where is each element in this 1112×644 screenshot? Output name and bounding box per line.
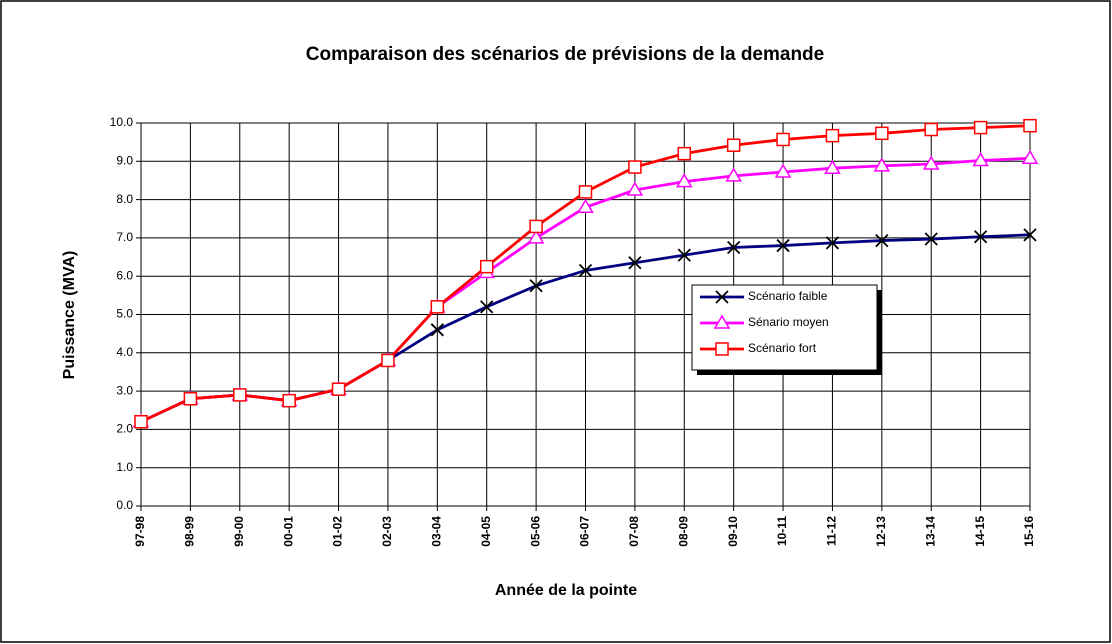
marker <box>527 229 545 244</box>
marker <box>578 263 593 278</box>
y-tick-label: 0.0 <box>116 498 133 512</box>
x-tick-label: 06-07 <box>578 516 592 547</box>
marker <box>715 290 729 304</box>
marker <box>1021 149 1039 164</box>
marker <box>726 138 741 152</box>
marker <box>774 163 792 178</box>
x-axis-label: Année de la pointe <box>495 582 637 599</box>
marker <box>972 152 989 167</box>
marker <box>677 248 691 262</box>
x-tick-label: 04-05 <box>479 516 493 547</box>
marker <box>725 167 742 182</box>
marker <box>713 314 731 329</box>
marker <box>1023 228 1037 242</box>
marker <box>924 122 938 137</box>
marker <box>529 279 543 293</box>
marker <box>873 157 891 172</box>
y-tick-label: 9.0 <box>116 153 133 167</box>
marker <box>825 128 840 143</box>
x-tick-label: 12-13 <box>874 516 888 547</box>
y-tick-label: 10.0 <box>110 115 134 129</box>
y-tick-label: 7.0 <box>116 230 133 244</box>
marker <box>430 323 444 337</box>
y-tick-label: 1.0 <box>116 460 133 474</box>
x-tick-label: 01-02 <box>331 516 345 547</box>
marker <box>675 173 693 188</box>
marker <box>727 240 741 255</box>
y-tick-label: 3.0 <box>116 383 133 397</box>
marker <box>430 300 445 314</box>
y-tick-label: 2.0 <box>116 422 133 436</box>
x-tick-label: 98-99 <box>183 516 197 547</box>
x-tick-label: 02-03 <box>380 516 394 547</box>
x-tick-label: 14-15 <box>973 516 987 547</box>
x-tick-label: 09-10 <box>726 516 740 547</box>
y-tick-label: 5.0 <box>116 307 133 321</box>
x-tick-label: 10-11 <box>775 516 789 546</box>
plot-border <box>140 122 1031 507</box>
marker <box>233 388 247 402</box>
marker <box>875 126 889 141</box>
y-axis-label: Puissance (MVA) <box>61 251 78 380</box>
marker <box>381 353 395 368</box>
marker <box>628 160 642 174</box>
marker <box>628 256 642 270</box>
x-tick-label: 07-08 <box>627 516 641 547</box>
marker <box>529 219 543 234</box>
marker <box>776 238 790 253</box>
x-tick-label: 00-01 <box>281 516 295 547</box>
legend-label: Scénario faible <box>748 289 828 303</box>
x-tick-label: 99-00 <box>232 516 246 547</box>
marker <box>973 120 988 135</box>
marker <box>1023 118 1037 133</box>
x-tick-label: 03-04 <box>430 516 444 547</box>
marker <box>922 155 940 170</box>
marker <box>924 232 938 246</box>
x-tick-label: 13-14 <box>923 516 937 547</box>
marker <box>578 185 593 199</box>
marker <box>626 181 644 196</box>
y-tick-label: 8.0 <box>116 192 133 206</box>
marker <box>183 392 198 406</box>
marker <box>715 342 729 356</box>
marker <box>577 198 594 214</box>
legend-label: Scénario fort <box>748 341 817 355</box>
marker <box>480 300 494 314</box>
marker <box>776 132 790 147</box>
marker <box>875 233 889 248</box>
y-tick-label: 6.0 <box>116 268 133 282</box>
x-tick-label: 97-98 <box>133 516 147 547</box>
marker <box>677 146 692 161</box>
marker <box>331 382 346 396</box>
legend-label: Sénario moyen <box>748 315 829 329</box>
x-tick-label: 05-06 <box>528 516 542 547</box>
x-tick-label: 11-12 <box>825 516 839 546</box>
marker <box>134 414 148 429</box>
chart-title: Comparaison des scénarios de prévisions … <box>306 44 824 65</box>
marker <box>824 159 841 174</box>
marker <box>825 236 840 250</box>
marker <box>479 259 494 274</box>
y-tick-label: 4.0 <box>116 345 133 359</box>
x-tick-label: 15-16 <box>1022 516 1036 547</box>
marker <box>973 230 988 244</box>
x-tick-label: 08-09 <box>676 516 690 547</box>
marker <box>282 393 296 408</box>
